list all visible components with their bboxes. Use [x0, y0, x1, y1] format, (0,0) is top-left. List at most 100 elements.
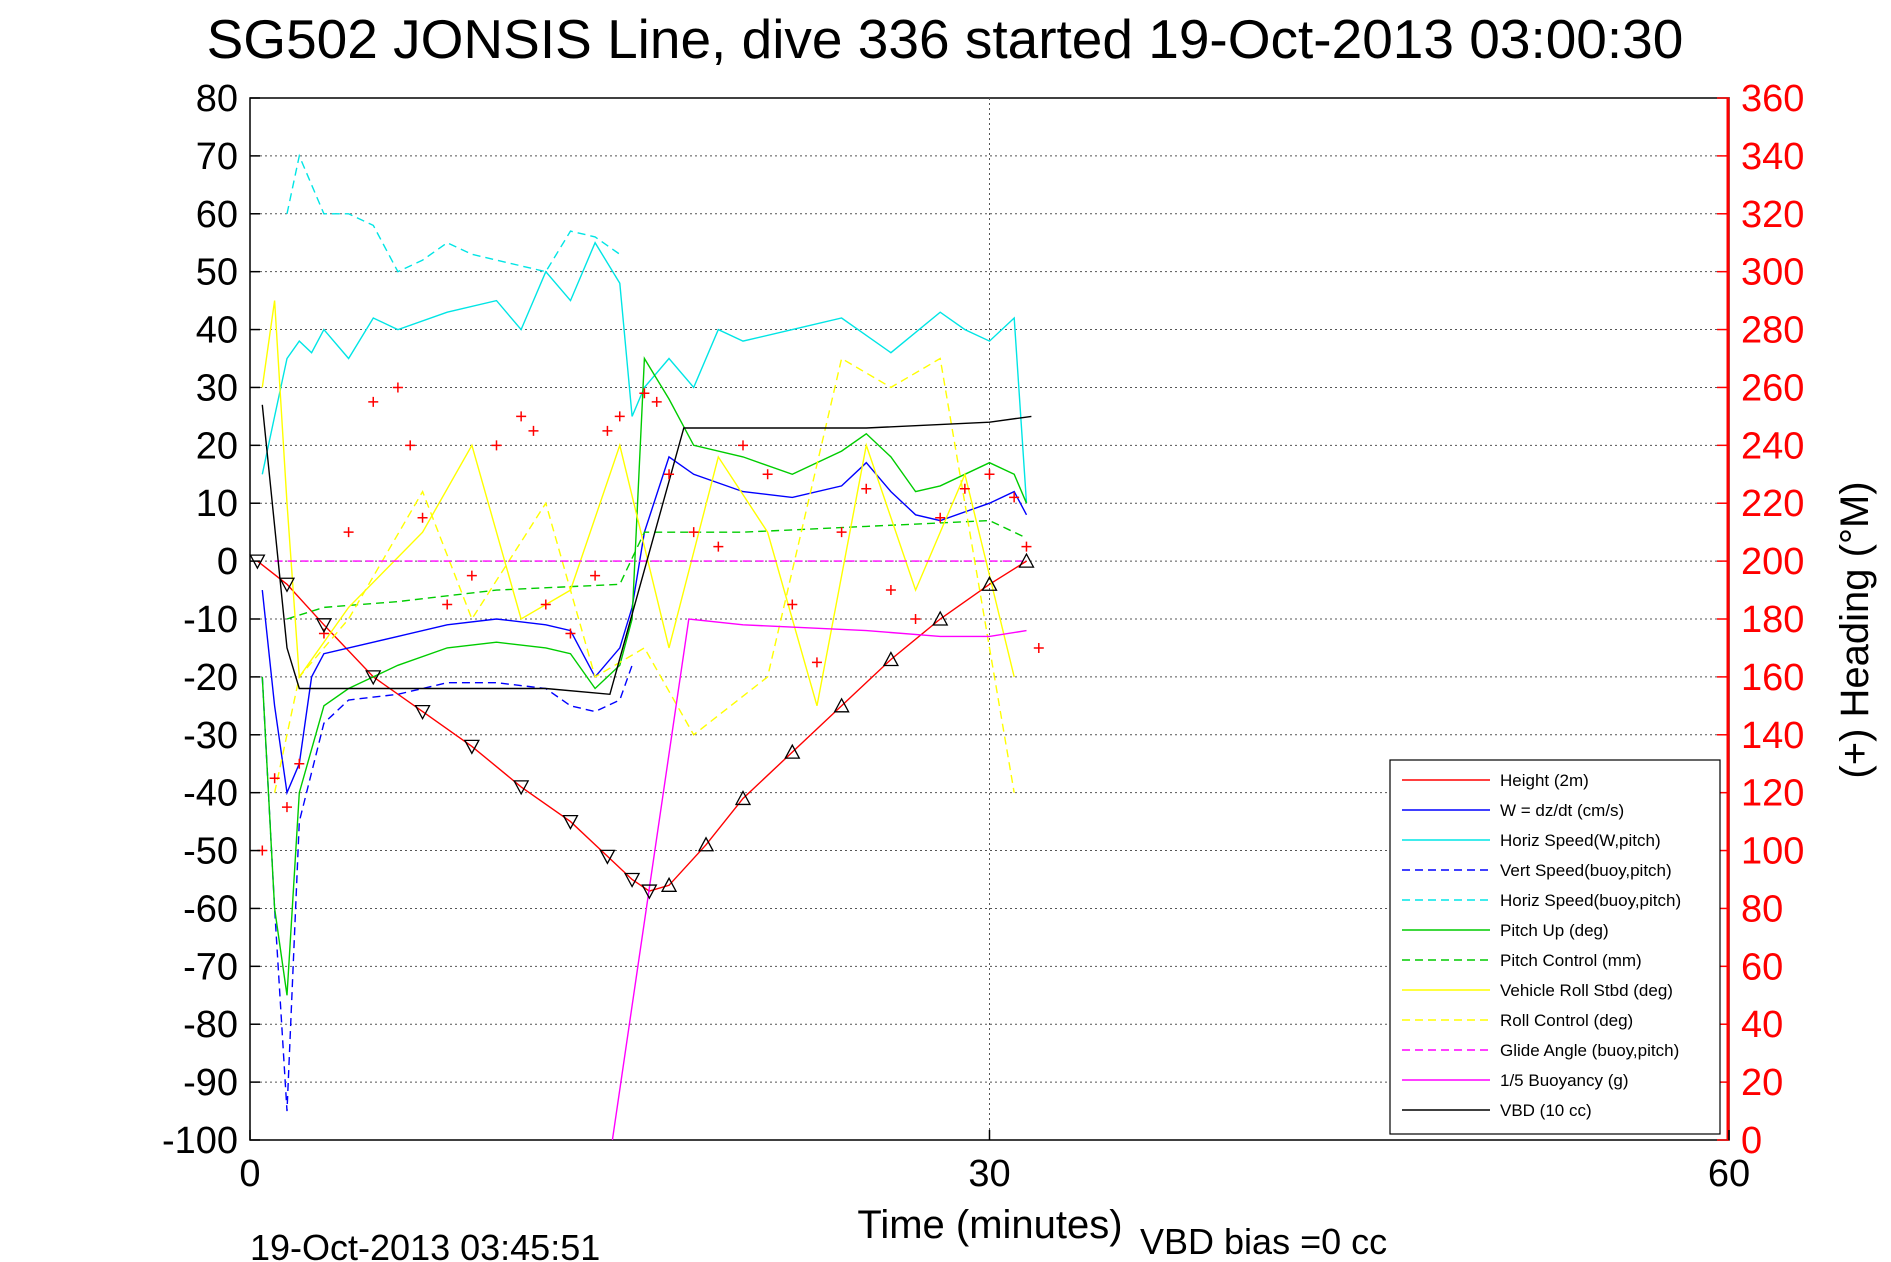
y2-tick-label: 60: [1741, 946, 1783, 988]
dive-markers: [249, 552, 1035, 900]
heading-point: [343, 527, 354, 538]
legend-entry: Horiz Speed(buoy,pitch): [1500, 891, 1681, 910]
y-tick-label: -30: [183, 715, 238, 757]
y2-tick-label: 120: [1741, 773, 1804, 815]
legend-entry: Height (2m): [1500, 771, 1589, 790]
y-tick-label: -50: [183, 831, 238, 873]
heading-point: [959, 483, 970, 494]
legend-entry: VBD (10 cc): [1500, 1101, 1592, 1120]
y2-tick-label: 80: [1741, 888, 1783, 930]
series-line-11: [261, 404, 1032, 696]
right-axis: 3603403203002802602402202001801601401201…: [1717, 78, 1804, 1162]
x-tick-label: 30: [968, 1153, 1010, 1195]
heading-point: [910, 614, 921, 624]
heading-point: [688, 527, 699, 538]
series-line-10: [611, 618, 1027, 1141]
series-line-7: [261, 300, 1015, 706]
dive-marker: [734, 790, 752, 806]
legend-entry: Roll Control (deg): [1500, 1011, 1633, 1030]
dive-marker: [660, 876, 678, 892]
heading-point: [664, 469, 675, 480]
dive-marker: [562, 814, 579, 830]
heading-point: [651, 396, 662, 407]
heading-point: [269, 773, 280, 784]
heading-point: [787, 599, 798, 610]
y2-tick-label: 180: [1741, 599, 1804, 641]
legend-entry: Pitch Control (mm): [1500, 951, 1642, 970]
legend-entry: Glide Angle (buoy,pitch): [1500, 1041, 1679, 1060]
series-line-6: [286, 519, 1027, 620]
y-tick-label: 70: [196, 136, 238, 178]
heading-point: [318, 628, 329, 639]
heading-point: [935, 512, 946, 523]
legend: Height (2m) W = dz/dt (cm/s) Horiz Speed(W…: [1389, 759, 1721, 1135]
series-line-8: [273, 357, 1015, 793]
heading-point: [294, 758, 305, 769]
x-tick-label: 0: [239, 1153, 260, 1195]
heading-point: [442, 599, 453, 610]
heading-point: [713, 541, 724, 552]
heading-point: [491, 440, 502, 451]
y2-tick-label: 360: [1741, 78, 1804, 120]
heading-point: [528, 425, 539, 436]
heading-point: [614, 411, 625, 422]
heading-point: [540, 599, 551, 610]
heading-point: [590, 570, 601, 581]
series-line-0: [256, 560, 1027, 892]
heading-point: [417, 512, 428, 523]
heading-point: [984, 469, 995, 480]
legend-entry: Pitch Up (deg): [1500, 921, 1609, 940]
dive-marker: [784, 743, 801, 759]
series-line-2: [261, 241, 1028, 504]
heading-point: [466, 570, 477, 581]
legend-entry: 1/5 Buoyancy (g): [1500, 1071, 1629, 1090]
y2-tick-label: 200: [1741, 541, 1804, 583]
y-tick-label: -80: [183, 1004, 238, 1046]
y2-tick-label: 100: [1741, 831, 1804, 873]
dive-marker: [315, 618, 333, 634]
heading-markers: [257, 382, 1044, 856]
y2-tick-label: 220: [1741, 483, 1804, 525]
series-line-3: [261, 665, 633, 1112]
y-tick-label: 20: [196, 425, 238, 467]
y2-tick-label: 20: [1741, 1062, 1783, 1104]
y-tick-label: -90: [183, 1062, 238, 1104]
heading-point: [811, 657, 822, 668]
vbd-bias-label: VBD bias =0 cc: [1140, 1221, 1387, 1262]
legend-box: [1389, 759, 1721, 1135]
heading-point: [281, 802, 292, 813]
dive-marker: [599, 849, 616, 865]
y-tick-label: -40: [183, 773, 238, 815]
dive-marker: [278, 577, 296, 593]
dive-marker: [981, 575, 998, 591]
heading-point: [762, 469, 773, 480]
heading-point: [516, 411, 527, 422]
y-tick-label: -60: [183, 888, 238, 930]
heading-point: [1009, 492, 1020, 503]
dive-marker: [623, 872, 641, 888]
dive-marker: [882, 651, 899, 667]
y2-tick-label: 320: [1741, 194, 1804, 236]
dive-marker: [414, 704, 431, 720]
y2-tick-label: 0: [1741, 1120, 1762, 1162]
y2-tick-label: 240: [1741, 425, 1804, 467]
y-tick-label: 80: [196, 78, 238, 120]
legend-entry: Vehicle Roll Stbd (deg): [1500, 981, 1673, 1000]
y-tick-label: 10: [196, 483, 238, 525]
y-tick-label: 30: [196, 367, 238, 409]
heading-point: [1021, 541, 1032, 552]
y2-tick-label: 280: [1741, 310, 1804, 352]
y2-tick-label: 340: [1741, 136, 1804, 178]
heading-point: [368, 396, 379, 407]
heading-point: [836, 527, 847, 538]
y2-tick-label: 40: [1741, 1004, 1783, 1046]
x-tick-label: 60: [1708, 1153, 1750, 1195]
x-axis: 0 30 60: [239, 1130, 1750, 1195]
timestamp-label: 19-Oct-2013 03:45:51: [250, 1227, 600, 1262]
dive-marker: [513, 780, 530, 796]
y-tick-label: -70: [183, 946, 238, 988]
dive-marker: [833, 697, 850, 713]
y-tick-label: 0: [217, 541, 238, 583]
series-layer: [256, 153, 1032, 1141]
